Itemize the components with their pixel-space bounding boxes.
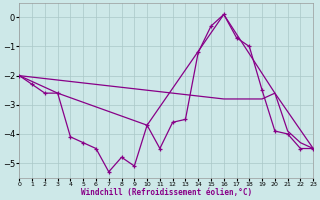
X-axis label: Windchill (Refroidissement éolien,°C): Windchill (Refroidissement éolien,°C) [81, 188, 252, 197]
